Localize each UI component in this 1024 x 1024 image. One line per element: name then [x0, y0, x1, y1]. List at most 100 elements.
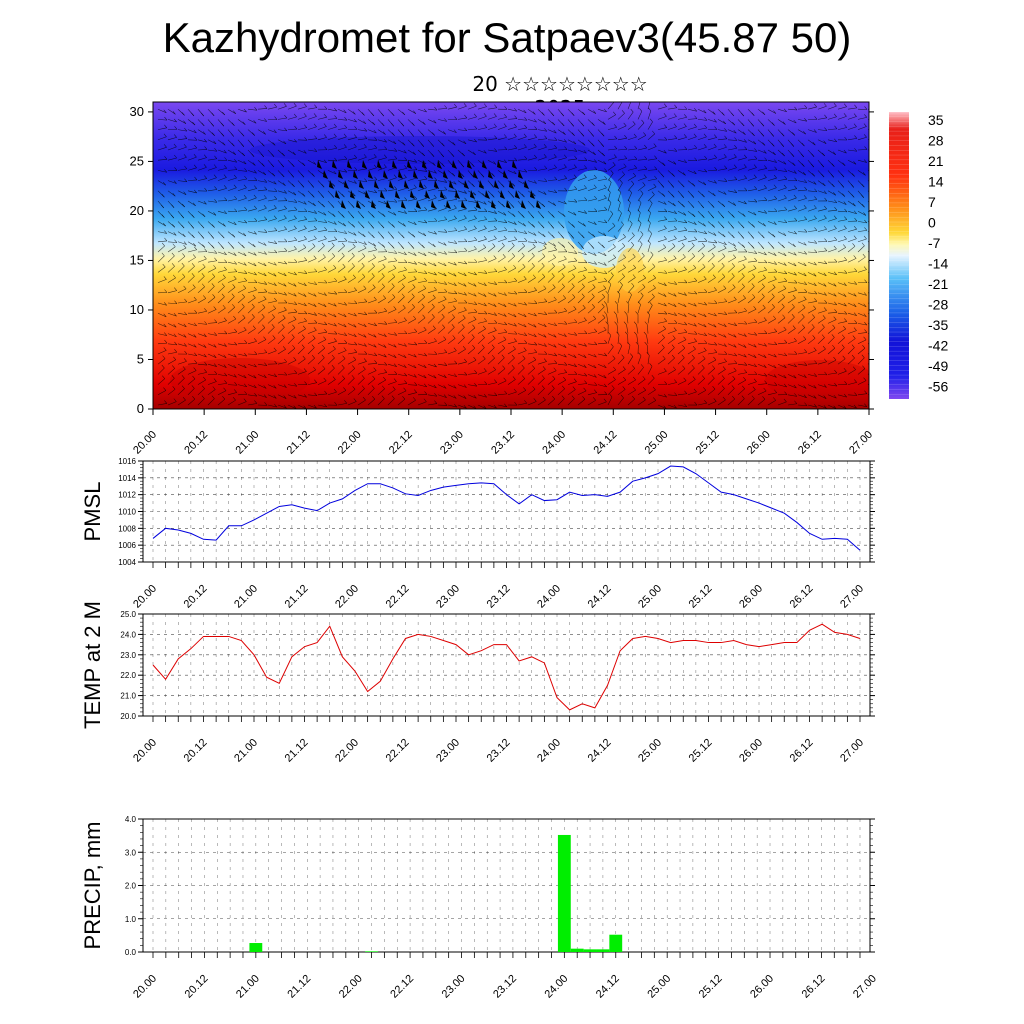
wind-barb-tick — [721, 214, 725, 219]
wind-barb-tick — [564, 369, 568, 373]
wind-barb-tick — [334, 228, 338, 232]
wind-barb-tick — [573, 354, 577, 358]
wind-barb — [257, 339, 267, 345]
wind-barb-tick — [862, 253, 866, 258]
wind-barb — [387, 286, 395, 293]
wind-barb-tick — [523, 144, 527, 148]
wind-barb — [797, 272, 807, 277]
wind-barb-tick — [211, 123, 215, 127]
wind-barb-tick — [854, 148, 858, 152]
wind-barb — [327, 280, 337, 283]
wind-barb-tick — [824, 127, 828, 131]
wind-barb-tick — [342, 375, 345, 379]
wind-barb-tick — [724, 351, 728, 355]
wind-barb — [557, 343, 567, 348]
wind-barb-tick — [292, 151, 296, 156]
wind-barb-tick — [551, 234, 555, 239]
wind-barb-tick — [463, 292, 467, 296]
wind-barb — [527, 359, 537, 365]
wind-barb — [407, 177, 417, 181]
wind-barb — [507, 210, 516, 217]
wind-barb — [637, 147, 647, 151]
wind-barb — [317, 245, 325, 253]
wind-barb — [337, 136, 347, 141]
wind-barb-tick — [344, 237, 348, 242]
wind-barb-tick — [673, 123, 677, 127]
wind-barb-tick — [483, 235, 487, 240]
wind-barb — [737, 167, 747, 171]
wind-barb — [407, 307, 415, 314]
wind-barb — [637, 223, 642, 232]
wind-barb-tick — [613, 111, 616, 115]
wind-barb-tick — [713, 287, 717, 291]
wind-barb — [257, 170, 266, 176]
wind-barb — [367, 156, 377, 161]
wind-barb-tick — [191, 234, 195, 239]
wind-barb-tick — [463, 190, 467, 194]
wind-barb-tick — [741, 122, 745, 127]
wind-barb — [167, 146, 177, 151]
wind-flag — [515, 190, 520, 199]
wind-barb-tick — [353, 312, 357, 317]
wind-barb-tick — [223, 210, 227, 214]
wind-barb-tick — [282, 182, 286, 186]
wind-barb — [297, 292, 307, 297]
colorbar-label: -28 — [928, 297, 948, 313]
wind-barb — [627, 111, 634, 120]
wind-barb — [787, 119, 797, 124]
wind-barb-tick — [183, 241, 187, 245]
wind-barb-tick — [854, 320, 858, 324]
wind-barb-tick — [691, 194, 695, 198]
wind-barb — [727, 167, 737, 171]
wind-barb-tick — [742, 263, 746, 268]
wind-barb — [407, 251, 417, 256]
wind-barb — [237, 261, 247, 266]
wind-barb-tick — [201, 395, 205, 399]
wind-barb — [527, 312, 537, 317]
wind-barb — [277, 129, 287, 132]
wind-barb-tick — [233, 364, 237, 369]
wind-barb — [357, 265, 365, 273]
wind-barb — [197, 333, 207, 337]
x-tick-label: 24.00 — [535, 583, 563, 611]
wind-barb-tick — [693, 338, 697, 342]
wind-barb — [207, 333, 217, 336]
wind-barb-tick — [620, 221, 624, 225]
wind-barb — [407, 331, 417, 334]
wind-barb-tick — [341, 193, 345, 198]
wind-barb-tick — [413, 221, 417, 225]
wind-barb-tick — [812, 173, 815, 177]
wind-barb — [447, 327, 455, 334]
wind-barb-tick — [314, 148, 318, 152]
wind-barb-tick — [181, 385, 185, 389]
wind-barb-tick — [594, 382, 598, 386]
wind-barb-tick — [773, 364, 777, 369]
wind-barb-tick — [554, 246, 557, 251]
wind-barb-tick — [581, 234, 585, 239]
wind-barb-tick — [561, 283, 565, 287]
wind-barb-tick — [654, 155, 658, 159]
wind-barb — [777, 280, 787, 283]
wind-barb-tick — [584, 372, 588, 377]
wind-barb-tick — [583, 174, 587, 178]
wind-barb — [797, 291, 807, 294]
wind-barb-tick — [243, 184, 247, 189]
wind-barb — [527, 241, 537, 244]
wind-barb — [777, 178, 787, 181]
wind-barb-tick — [434, 217, 438, 222]
wind-flag — [488, 170, 493, 179]
wind-barb — [827, 209, 837, 212]
wind-barb-tick — [572, 386, 576, 390]
wind-barb-tick — [612, 161, 616, 166]
wind-barb — [207, 210, 217, 216]
wind-barb-tick — [613, 366, 616, 371]
wind-barb-tick — [853, 161, 857, 165]
wind-barb — [827, 116, 837, 120]
wind-barb-tick — [723, 358, 727, 362]
wind-barb-tick — [534, 341, 538, 346]
wind-barb-tick — [763, 174, 767, 178]
wind-barb — [827, 149, 836, 155]
wind-barb — [497, 331, 507, 334]
wind-barb-tick — [181, 214, 185, 219]
wind-barb — [767, 251, 777, 256]
